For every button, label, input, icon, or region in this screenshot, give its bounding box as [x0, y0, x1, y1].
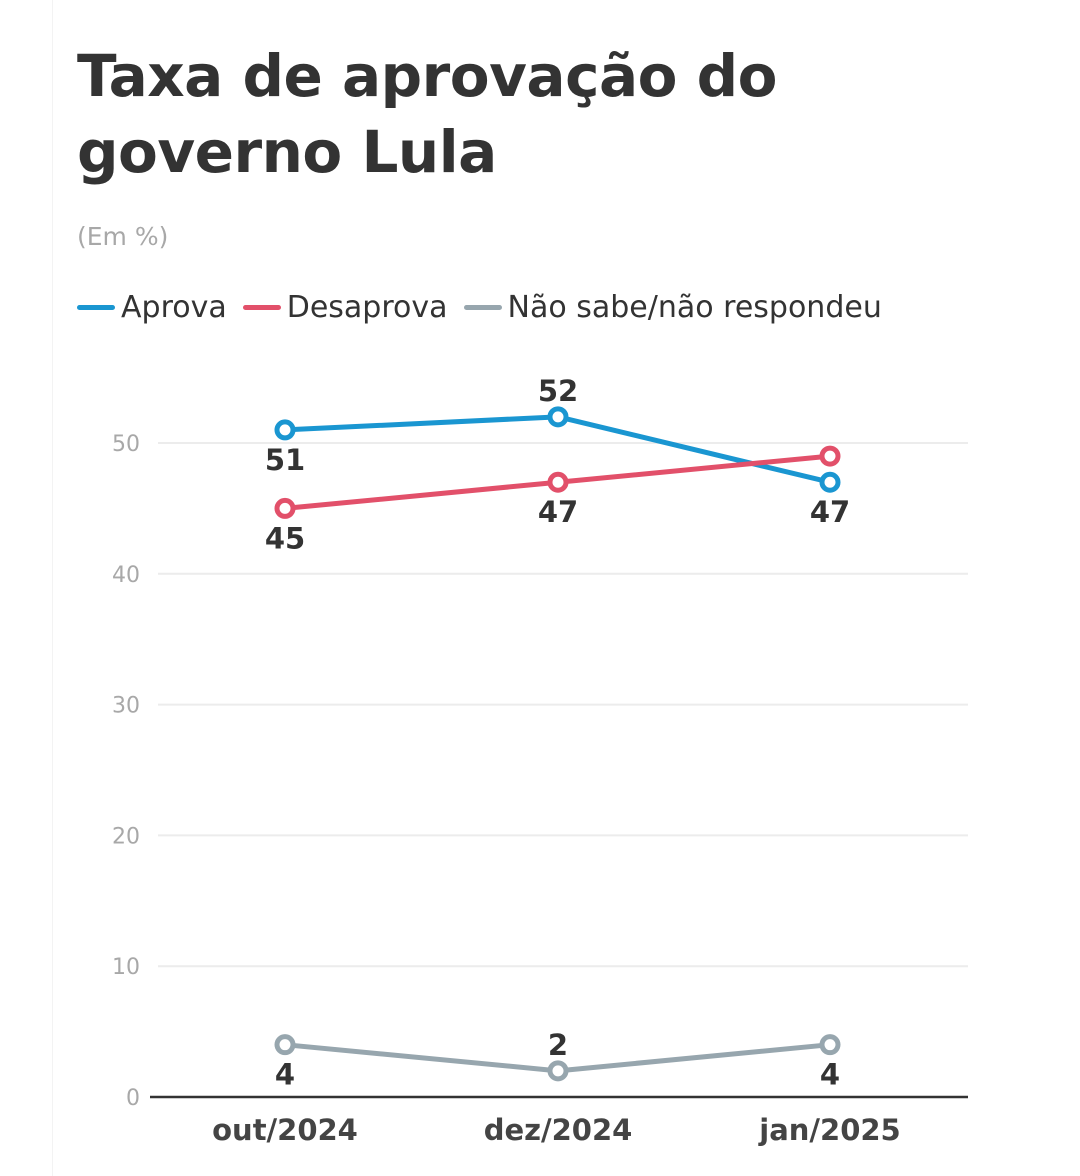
data-point [547, 406, 569, 428]
data-label: 47 [538, 495, 578, 529]
data-label: 4 [820, 1058, 840, 1092]
chart-card [52, 0, 1080, 1176]
data-point [274, 419, 296, 441]
legend-label: Aprova [121, 290, 227, 325]
legend-item-aprova: Aprova [77, 290, 227, 325]
data-point [819, 1034, 841, 1056]
data-label: 4 [275, 1058, 295, 1092]
y-tick-label: 50 [112, 432, 140, 457]
data-point [819, 471, 841, 493]
legend-swatch [463, 305, 502, 310]
chart-title: Taxa de aprovação do governo Lula [77, 42, 778, 186]
x-tick-label: dez/2024 [484, 1113, 633, 1147]
data-label: 45 [265, 521, 305, 555]
y-tick-label: 40 [112, 563, 140, 588]
data-label: 47 [810, 495, 850, 529]
x-tick-label: jan/2025 [758, 1113, 900, 1147]
legend: Aprova Desaprova Não sabe/não respondeu [77, 290, 898, 325]
legend-swatch [242, 305, 281, 310]
y-tick-label: 0 [126, 1086, 140, 1111]
data-point [547, 471, 569, 493]
data-point [819, 445, 841, 467]
data-label: 52 [538, 374, 578, 408]
legend-label: Desaprova [286, 290, 448, 325]
legend-item-nao-sabe: Não sabe/não respondeu [463, 290, 882, 325]
data-point [547, 1060, 569, 1082]
chart-subtitle: (Em %) [77, 222, 169, 251]
data-point [274, 1034, 296, 1056]
y-tick-label: 10 [112, 955, 140, 980]
legend-swatch [77, 305, 115, 310]
y-tick-label: 30 [112, 694, 140, 719]
legend-label: Não sabe/não respondeu [507, 290, 882, 325]
data-label: 2 [548, 1028, 568, 1062]
data-label: 51 [265, 443, 305, 477]
data-point [274, 497, 296, 519]
y-tick-label: 20 [112, 824, 140, 849]
x-tick-label: out/2024 [212, 1113, 358, 1147]
legend-item-desaprova: Desaprova [242, 290, 448, 325]
